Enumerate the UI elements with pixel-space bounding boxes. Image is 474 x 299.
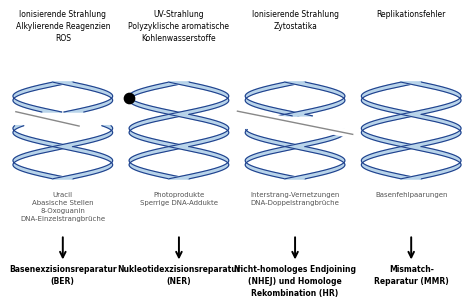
Text: Interstrang-Vernetzungen
DNA-Doppelstrangbrüche: Interstrang-Vernetzungen DNA-Doppelstran… [250,192,340,206]
Text: Photoprodukte
Sperrige DNA-Addukte: Photoprodukte Sperrige DNA-Addukte [140,192,218,206]
Text: Ionisierende Strahlung
Alkylierende Reagenzien
ROS: Ionisierende Strahlung Alkylierende Reag… [16,10,110,43]
Polygon shape [245,147,305,179]
Polygon shape [168,114,229,147]
Polygon shape [129,114,190,147]
Polygon shape [13,82,73,112]
Polygon shape [53,82,113,112]
Polygon shape [245,129,306,147]
Text: Uracil
Abasische Stellen
8-Oxoguanin
DNA-Einzelstrangbrüche: Uracil Abasische Stellen 8-Oxoguanin DNA… [20,192,105,222]
Polygon shape [168,82,229,115]
Polygon shape [52,126,113,147]
Polygon shape [53,147,113,179]
Polygon shape [278,114,305,116]
Text: Basenfehlpaarungen: Basenfehlpaarungen [375,192,447,198]
Text: Replikationsfehler: Replikationsfehler [376,10,446,19]
Polygon shape [361,147,421,179]
Text: Nicht-homologes Endjoining
(NHEJ) und Homologe
Rekombination (HR): Nicht-homologes Endjoining (NHEJ) und Ho… [234,265,356,298]
Polygon shape [245,82,306,115]
Polygon shape [129,82,190,115]
Text: UV-Strahlung
Polyzyklische aromatische
Kohlenwasserstoffe: UV-Strahlung Polyzyklische aromatische K… [128,10,229,43]
Text: Ionisierende Strahlung
Zytostatika: Ionisierende Strahlung Zytostatika [252,10,338,31]
Polygon shape [285,147,345,179]
Text: Nukleotidexzisionsreparatur
(NER): Nukleotidexzisionsreparatur (NER) [117,265,241,286]
Polygon shape [401,82,461,115]
Polygon shape [284,82,345,115]
Polygon shape [129,147,189,179]
Polygon shape [361,82,422,115]
Polygon shape [401,114,461,147]
Polygon shape [169,147,229,179]
Polygon shape [361,114,422,147]
Polygon shape [401,147,461,179]
Polygon shape [285,114,312,116]
Polygon shape [284,129,345,147]
Text: Mismatch-
Reparatur (MMR): Mismatch- Reparatur (MMR) [374,265,448,286]
Polygon shape [13,147,73,179]
Text: Basenexzisionsreparatur
(BER): Basenexzisionsreparatur (BER) [9,265,117,286]
Polygon shape [13,126,73,147]
Point [125,96,133,100]
